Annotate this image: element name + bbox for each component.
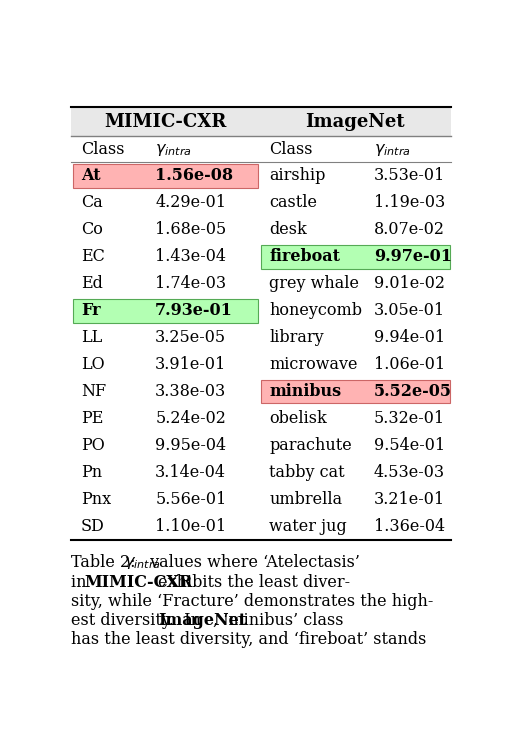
Text: 1.68e-05: 1.68e-05 [155, 221, 226, 238]
Text: 1.06e-01: 1.06e-01 [373, 356, 444, 373]
Text: has the least diversity, and ‘fireboat’ stands: has the least diversity, and ‘fireboat’ … [71, 632, 426, 648]
Text: Class: Class [80, 141, 124, 158]
Text: fireboat: fireboat [269, 248, 340, 266]
Text: 9.97e-01: 9.97e-01 [373, 248, 451, 266]
Bar [260, 244, 449, 268]
Text: airship: airship [269, 167, 325, 184]
Text: sity, while ‘Fracture’ demonstrates the high-: sity, while ‘Fracture’ demonstrates the … [71, 592, 433, 610]
Text: Fr: Fr [80, 302, 100, 319]
Text: 1.19e-03: 1.19e-03 [373, 194, 444, 211]
Text: castle: castle [269, 194, 317, 211]
Text: 9.54e-01: 9.54e-01 [373, 436, 444, 454]
Text: 5.32e-01: 5.32e-01 [373, 410, 444, 427]
Text: Co: Co [80, 221, 102, 238]
Text: 3.91e-01: 3.91e-01 [155, 356, 226, 373]
Text: parachute: parachute [269, 436, 351, 454]
Text: Table 2:: Table 2: [71, 554, 136, 572]
Text: exhibits the least diver-: exhibits the least diver- [153, 574, 349, 590]
Text: 8.07e-02: 8.07e-02 [373, 221, 444, 238]
Text: SD: SD [80, 518, 104, 535]
Text: Ed: Ed [80, 275, 102, 292]
Text: 1.56e-08: 1.56e-08 [155, 167, 233, 184]
Text: 9.95e-04: 9.95e-04 [155, 436, 226, 454]
Text: EC: EC [80, 248, 104, 266]
Text: microwave: microwave [269, 356, 357, 373]
Text: desk: desk [269, 221, 306, 238]
Text: ImageNet: ImageNet [158, 612, 246, 629]
Text: 3.21e-01: 3.21e-01 [373, 490, 444, 508]
Text: 1.74e-03: 1.74e-03 [155, 275, 226, 292]
Text: 1.43e-04: 1.43e-04 [155, 248, 226, 266]
Text: 3.14e-04: 3.14e-04 [155, 464, 226, 481]
Text: $\gamma_{intra}$: $\gamma_{intra}$ [124, 554, 161, 572]
Text: 5.52e-05: 5.52e-05 [373, 383, 451, 400]
Bar [73, 298, 257, 322]
Text: MIMIC-CXR: MIMIC-CXR [104, 112, 226, 130]
Text: 1.36e-04: 1.36e-04 [373, 518, 444, 535]
Text: PE: PE [80, 410, 103, 427]
Text: grey whale: grey whale [269, 275, 358, 292]
Bar [73, 164, 257, 188]
Bar [71, 107, 450, 136]
Text: ImageNet: ImageNet [305, 112, 404, 130]
Text: $\gamma_{intra}$: $\gamma_{intra}$ [155, 141, 191, 158]
Text: At: At [80, 167, 100, 184]
Text: umbrella: umbrella [269, 490, 342, 508]
Text: , ‘minibus’ class: , ‘minibus’ class [212, 612, 343, 629]
Text: values where ‘Atelectasis’: values where ‘Atelectasis’ [145, 554, 359, 572]
Text: PO: PO [80, 436, 104, 454]
Text: in: in [71, 574, 92, 590]
Text: 9.94e-01: 9.94e-01 [373, 329, 444, 346]
Text: library: library [269, 329, 323, 346]
Text: LO: LO [80, 356, 104, 373]
Text: MIMIC-CXR: MIMIC-CXR [84, 574, 192, 590]
Text: tabby cat: tabby cat [269, 464, 344, 481]
Text: 4.29e-01: 4.29e-01 [155, 194, 226, 211]
Text: 3.53e-01: 3.53e-01 [373, 167, 444, 184]
Text: 3.38e-03: 3.38e-03 [155, 383, 226, 400]
Text: Pnx: Pnx [80, 490, 111, 508]
Bar [260, 380, 449, 404]
Text: $\gamma_{intra}$: $\gamma_{intra}$ [373, 141, 410, 158]
Text: 9.01e-02: 9.01e-02 [373, 275, 444, 292]
Text: 1.10e-01: 1.10e-01 [155, 518, 226, 535]
Text: obelisk: obelisk [269, 410, 326, 427]
Text: 3.05e-01: 3.05e-01 [373, 302, 444, 319]
Text: NF: NF [80, 383, 106, 400]
Text: water jug: water jug [269, 518, 346, 535]
Text: 3.25e-05: 3.25e-05 [155, 329, 226, 346]
Text: Pn: Pn [80, 464, 102, 481]
Text: 7.93e-01: 7.93e-01 [155, 302, 233, 319]
Text: 4.53e-03: 4.53e-03 [373, 464, 444, 481]
Text: Class: Class [269, 141, 312, 158]
Text: LL: LL [80, 329, 102, 346]
Text: Ca: Ca [80, 194, 102, 211]
Text: est diversity.  In: est diversity. In [71, 612, 206, 629]
Text: honeycomb: honeycomb [269, 302, 361, 319]
Text: minibus: minibus [269, 383, 341, 400]
Text: 5.24e-02: 5.24e-02 [155, 410, 225, 427]
Text: 5.56e-01: 5.56e-01 [155, 490, 226, 508]
